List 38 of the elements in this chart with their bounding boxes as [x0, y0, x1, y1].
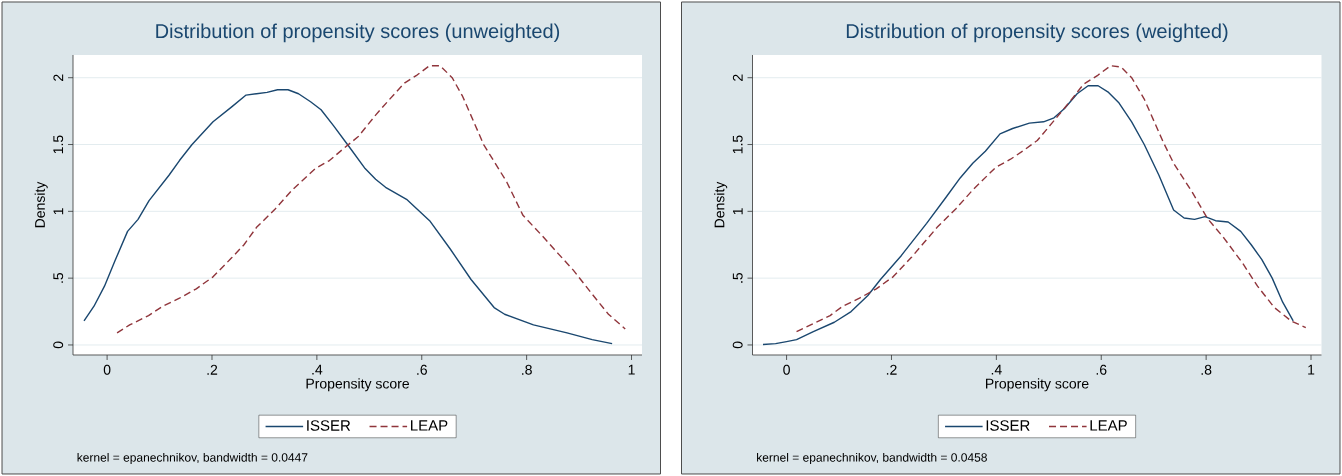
legend-label: ISSER	[986, 420, 1030, 431]
x-tick-label: .4	[312, 364, 323, 375]
line-series	[116, 64, 626, 334]
chart-title: Distribution of propensity scores (unweighted)	[156, 23, 560, 43]
legend-label: ISSER	[307, 420, 351, 431]
y-tick-label: 1.5	[53, 135, 64, 154]
x-tick-label: .6	[1096, 364, 1107, 375]
x-tick-label: .2	[886, 364, 897, 375]
y-tick-label: 2	[53, 74, 64, 81]
y-tick-label: 0	[732, 341, 743, 349]
y-tick-label: 1.5	[732, 135, 743, 154]
text: kernel = epanechnikov, bandwidth = 0.0447	[77, 452, 308, 465]
x-tick-label: 1	[628, 364, 635, 375]
y-tick-label: 0	[53, 341, 64, 349]
x-tick-label: .2	[207, 364, 218, 375]
line-series	[83, 89, 613, 345]
y-axis-title: Density	[714, 181, 728, 228]
y-tick-label: 2	[732, 74, 743, 81]
x-tick-label: .6	[417, 364, 427, 375]
text: kernel = epanechnikov, bandwidth = 0.0458	[757, 452, 987, 465]
legend-label: LEAP	[1090, 420, 1127, 431]
x-tick-label: .8	[1201, 364, 1212, 375]
x-tick-label: .4	[991, 364, 1002, 375]
y-tick-label: 1	[53, 208, 64, 215]
x-tick-label: 0	[103, 364, 111, 375]
legend-label: LEAP	[411, 420, 448, 431]
x-tick-label: 0	[783, 364, 790, 375]
x-axis-title: Propensity score	[306, 378, 409, 392]
y-tick-label: .5	[53, 272, 64, 283]
x-axis-title: Propensity score	[986, 378, 1089, 392]
x-tick-label: 1	[1308, 364, 1315, 375]
y-axis-title: Density	[34, 181, 48, 228]
y-tick-label: 1	[733, 208, 743, 215]
line-series	[762, 85, 1294, 346]
x-tick-label: .8	[522, 364, 532, 375]
y-tick-label: .5	[732, 272, 743, 283]
line-series	[795, 64, 1307, 333]
chart-title: Distribution of propensity scores (weighted)	[846, 23, 1228, 43]
